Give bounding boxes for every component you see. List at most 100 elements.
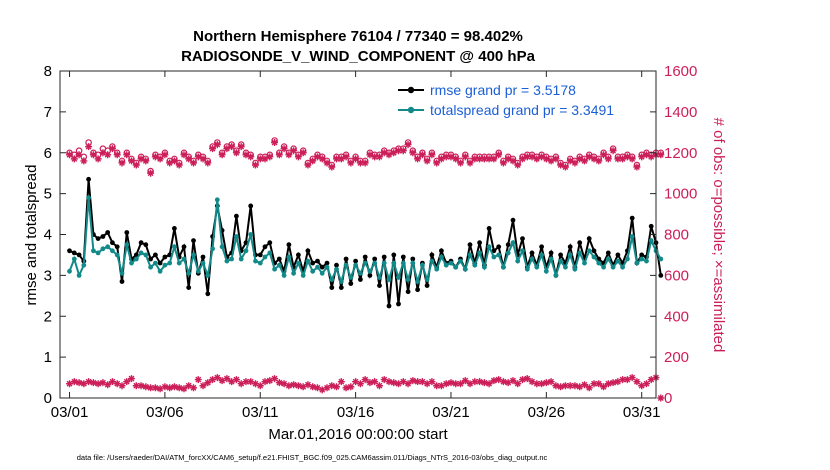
spread-point <box>467 252 473 258</box>
spread-point <box>477 250 482 256</box>
rmse-point <box>429 252 435 258</box>
obs-assimilated-point <box>561 163 569 171</box>
obs-assimilated-point <box>452 155 460 163</box>
obs-assimilated-point <box>309 157 317 165</box>
obs-low-point <box>261 378 269 386</box>
spread-point <box>234 234 239 239</box>
obs-low-point <box>94 380 102 388</box>
obs-low-point <box>99 379 107 387</box>
obs-assimilated-point <box>80 157 88 165</box>
obs-low-point <box>347 383 355 391</box>
obs-low-point <box>290 381 298 389</box>
spread-point <box>548 256 554 262</box>
rmse-point <box>324 260 330 266</box>
obs-assimilated-point <box>108 145 116 153</box>
rmse-point <box>510 217 516 223</box>
obs-assimilated-point <box>175 161 183 169</box>
spread-series <box>67 195 664 286</box>
obs-low-point <box>132 382 140 390</box>
rmse-point <box>143 242 149 248</box>
rmse-series <box>67 176 664 309</box>
rmse-point <box>119 279 125 284</box>
spread-point <box>539 252 544 258</box>
obs-low-point <box>85 378 93 386</box>
obs-assimilated-point <box>275 151 283 159</box>
obs-low-point <box>504 379 512 387</box>
obs-low-point <box>476 378 484 386</box>
rmse-point <box>200 254 206 260</box>
obs-assimilated-point <box>600 151 608 159</box>
obs-low-point <box>409 377 417 385</box>
spread-point <box>186 270 192 276</box>
obs-assimilated-point <box>395 147 403 155</box>
obs-low-point <box>433 382 441 390</box>
spread-point <box>334 266 339 272</box>
obs-low-point <box>256 382 264 390</box>
obs-assimilated-point <box>476 155 484 163</box>
spread-point <box>381 260 387 266</box>
spread-point <box>482 264 487 270</box>
obs-assimilated-point <box>128 157 136 165</box>
obs-assimilated-point <box>538 153 546 161</box>
obs-low-point <box>590 380 598 388</box>
obs-assimilated-point <box>333 155 341 163</box>
rmse-point <box>539 244 544 250</box>
obs-low-point <box>423 380 431 388</box>
spread-point <box>296 260 301 266</box>
y-right-tick-label: 1600 <box>664 63 697 80</box>
spread-point <box>601 264 606 270</box>
obs-assimilated-point <box>123 151 131 159</box>
spread-point <box>496 252 502 258</box>
obs-assimilated-point <box>89 151 97 159</box>
rmse-point <box>577 240 583 246</box>
obs-low-point <box>623 376 631 384</box>
rmse-point <box>439 248 444 254</box>
rmse-point <box>520 236 525 242</box>
obs-assimilated-point <box>180 151 188 159</box>
obs-assimilated-point <box>375 153 383 161</box>
rmse-point <box>396 301 401 307</box>
obs-assimilated-point <box>433 159 441 167</box>
spread-point <box>157 268 163 274</box>
spread-point <box>362 260 368 266</box>
obs-low-point <box>323 384 331 392</box>
spread-point <box>110 248 115 254</box>
spread-point <box>501 264 506 270</box>
spread-point <box>319 270 325 276</box>
obs-low-point <box>237 380 245 388</box>
rmse-point <box>191 238 196 244</box>
obs-low-point <box>199 382 207 390</box>
obs-low-point <box>471 378 479 386</box>
obs-low-point <box>80 380 88 388</box>
y-tick-label: 6 <box>44 145 52 162</box>
rmse-point <box>586 236 592 242</box>
y-tick-label: 8 <box>44 63 52 80</box>
rmse-point <box>362 254 368 260</box>
obs-assimilated-point <box>99 149 107 157</box>
rmse-point <box>262 244 268 250</box>
x-tick-label: 03/31 <box>623 404 661 421</box>
obs-low-point <box>66 380 74 388</box>
spread-point <box>248 232 254 237</box>
obs-low-point <box>218 377 226 385</box>
spread-point <box>181 256 187 262</box>
obs-assimilated-point <box>318 155 326 163</box>
obs-assimilated-point <box>414 155 422 163</box>
rmse-point <box>234 213 239 219</box>
spread-point <box>91 248 96 254</box>
spread-point <box>133 256 139 262</box>
obs-assimilated-point <box>557 161 565 169</box>
obs-assimilated-point <box>509 157 517 165</box>
obs-assimilated-point <box>185 155 193 163</box>
obs-low-point <box>499 378 507 386</box>
spread-point <box>462 266 468 272</box>
obs-assimilated-point <box>266 153 274 161</box>
obs-assimilated-point <box>590 155 598 163</box>
spread-point <box>358 270 363 276</box>
obs-assimilated-point <box>504 155 512 163</box>
rmse-point <box>558 252 563 258</box>
spread-point <box>191 252 196 258</box>
obs-low-point <box>437 382 445 390</box>
obs-low-point <box>304 381 312 389</box>
obs-low-point <box>495 376 503 384</box>
